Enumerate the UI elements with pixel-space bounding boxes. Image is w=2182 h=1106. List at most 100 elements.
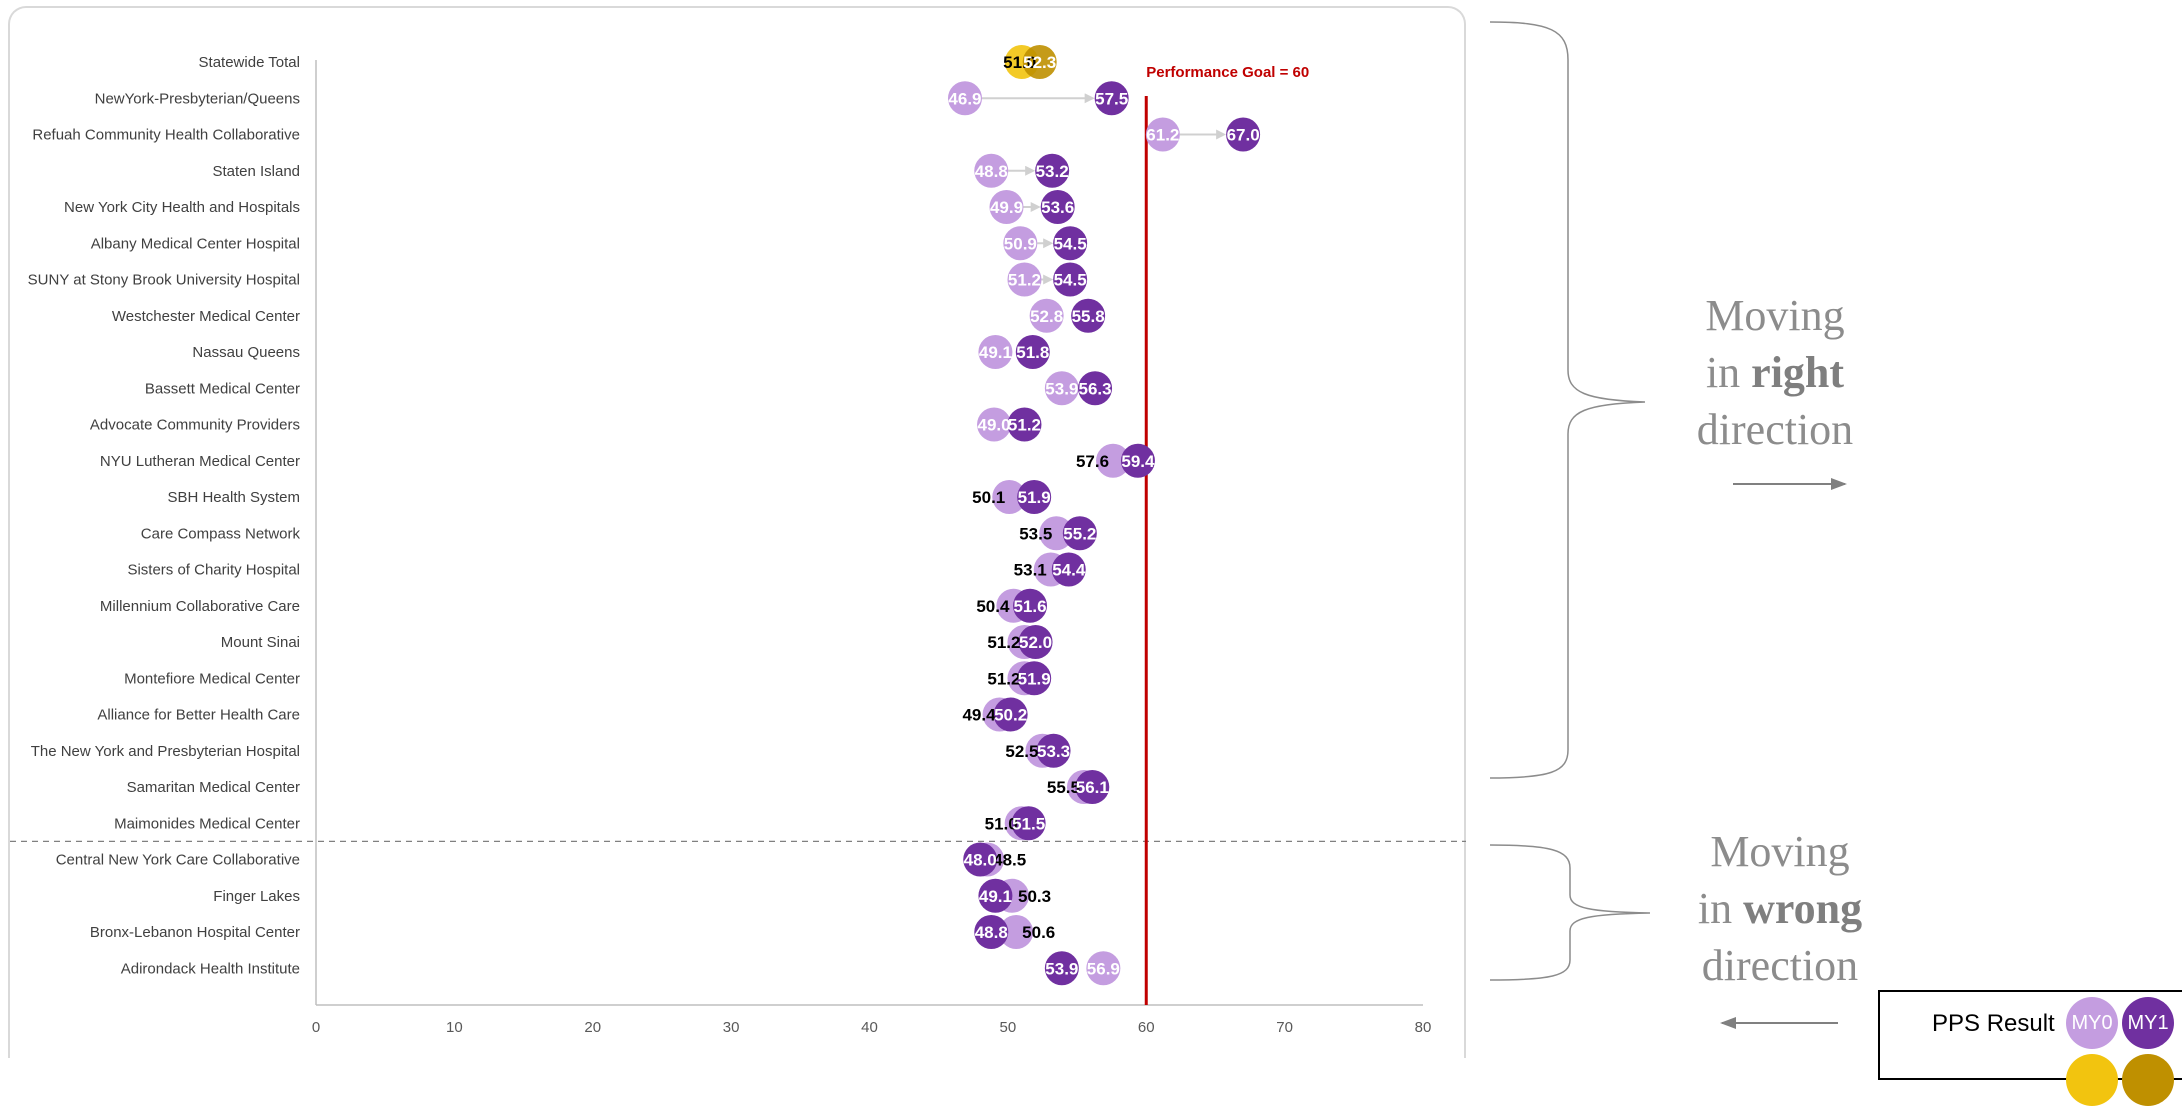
my0-value-label: 50.4 bbox=[976, 597, 1010, 616]
my0-value-label: 49.4 bbox=[962, 706, 996, 725]
my1-value-label: 54.5 bbox=[1054, 271, 1087, 290]
category-label: Bronx-Lebanon Hospital Center bbox=[90, 924, 300, 941]
my1-point bbox=[993, 697, 1028, 732]
category-label: Adirondack Health Institute bbox=[121, 960, 300, 977]
row-7: Westchester Medical Center 52.8 55.8 bbox=[112, 298, 1106, 333]
my0-value-label: 53.9 bbox=[1045, 379, 1078, 398]
my0-value-label: 51.0 bbox=[1003, 53, 1036, 72]
my1-point bbox=[1013, 588, 1048, 623]
right-direction-annotation: Moving in right direction bbox=[1489, 21, 1853, 779]
my1-value-label: 53.6 bbox=[1041, 198, 1074, 217]
my0-value-label: 55.5 bbox=[1047, 778, 1080, 797]
my0-point bbox=[1039, 516, 1074, 551]
my1-value-label: 53.3 bbox=[1037, 742, 1070, 761]
my1-point bbox=[1053, 262, 1088, 297]
my1-value-label: 49.1 bbox=[979, 887, 1012, 906]
chart-panel bbox=[8, 6, 1466, 1058]
my0-point bbox=[947, 81, 982, 116]
my1-point bbox=[1007, 407, 1042, 442]
right-brace bbox=[1489, 21, 1646, 779]
category-label: Nassau Queens bbox=[192, 344, 300, 361]
my1-point bbox=[1022, 45, 1057, 79]
category-label: New York City Health and Hospitals bbox=[64, 199, 300, 216]
my0-value-label: 51.2 bbox=[1008, 271, 1041, 290]
row-5: Albany Medical Center Hospital 50.9 54.5 bbox=[91, 226, 1088, 261]
category-label: Millennium Collaborative Care bbox=[100, 598, 300, 615]
x-tick-label: 10 bbox=[446, 1019, 463, 1036]
my0-point bbox=[1003, 226, 1038, 261]
my1-value-label: 48.0 bbox=[964, 851, 997, 870]
my1-point bbox=[1017, 661, 1052, 696]
x-tick-label: 60 bbox=[1138, 1019, 1155, 1036]
wrong-direction-annotation: Moving in wrong direction bbox=[1489, 827, 1862, 1029]
my0-point bbox=[978, 335, 1013, 369]
my0-value-label: 49.1 bbox=[979, 343, 1012, 362]
goal-label: Performance Goal = 60 bbox=[1146, 64, 1309, 81]
my0-point bbox=[989, 190, 1024, 224]
my1-point bbox=[1051, 552, 1086, 587]
my0-value-label: 49.9 bbox=[990, 198, 1023, 217]
my0-value-label: 51.2 bbox=[987, 669, 1020, 688]
x-tick-label: 30 bbox=[723, 1019, 740, 1036]
wrong-line3: direction bbox=[1702, 941, 1858, 990]
category-label: Bassett Medical Center bbox=[145, 380, 300, 397]
category-label: NewYork-Presbyterian/Queens bbox=[95, 90, 300, 107]
my0-value-label: 56.9 bbox=[1087, 959, 1120, 978]
row-17: Montefiore Medical Center 51.251.9 bbox=[124, 661, 1052, 696]
my0-point bbox=[974, 153, 1009, 188]
my1-point bbox=[1011, 806, 1046, 841]
row-12: SBH Health System 50.1 51.9 bbox=[167, 480, 1052, 514]
my0-value-label: 50.6 bbox=[1022, 923, 1055, 942]
my1-value-label: 51.5 bbox=[1012, 814, 1045, 833]
row-4: New York City Health and Hospitals 49.9 53… bbox=[64, 190, 1075, 224]
my0-value-label: 51.0 bbox=[985, 814, 1018, 833]
category-label: Montefiore Medical Center bbox=[124, 670, 300, 687]
category-label: The New York and Presbyterian Hospital bbox=[31, 743, 300, 760]
x-tick-label: 20 bbox=[584, 1019, 601, 1036]
row-8: Nassau Queens 49.1 51.8 bbox=[192, 335, 1050, 369]
x-tick-label: 40 bbox=[861, 1019, 878, 1036]
my0-value-label: 53.5 bbox=[1019, 524, 1052, 543]
my1-value-label: 55.2 bbox=[1063, 524, 1096, 543]
my1-point bbox=[1062, 516, 1097, 551]
my0-point bbox=[977, 407, 1012, 442]
my0-point bbox=[999, 915, 1034, 949]
right-line2-bold: right bbox=[1751, 348, 1844, 397]
my0-point bbox=[1086, 951, 1121, 986]
my0-point bbox=[1096, 443, 1131, 478]
right-line1: Moving bbox=[1705, 291, 1844, 340]
my1-point bbox=[1015, 335, 1050, 369]
row-14: Sisters of Charity Hospital 53.1 54.4 bbox=[127, 552, 1086, 587]
right-line3: direction bbox=[1697, 405, 1853, 454]
row-23: Finger Lakes 50.3 49.1 bbox=[213, 878, 1051, 913]
my0-value-label: 46.9 bbox=[948, 89, 981, 108]
category-label: Sisters of Charity Hospital bbox=[127, 562, 300, 579]
my1-value-label: 54.4 bbox=[1052, 561, 1086, 580]
my1-value-label: 51.2 bbox=[1008, 416, 1041, 435]
my0-value-label: 52.5 bbox=[1005, 742, 1038, 761]
my1-point bbox=[1017, 480, 1052, 514]
row-25: Adirondack Health Institute 56.9 53.9 bbox=[121, 951, 1121, 986]
category-label: Staten Island bbox=[212, 163, 300, 180]
my1-point bbox=[1035, 153, 1070, 188]
rows-layer: Statewide Total 51.052.3NewYork-Presbyter… bbox=[28, 45, 1261, 986]
my1-value-label: 53.2 bbox=[1036, 162, 1069, 181]
row-20: Samaritan Medical Center 55.556.1 bbox=[127, 770, 1110, 804]
legend: PPS Result MY0 MY1 bbox=[1878, 990, 2182, 1106]
my1-point bbox=[978, 878, 1013, 913]
wrong-line2-bold: wrong bbox=[1743, 884, 1862, 933]
row-3: Staten Island 48.8 53.2 bbox=[212, 153, 1070, 188]
row-15: Millennium Collaborative Care 50.4 51.6 bbox=[100, 588, 1048, 623]
x-tick-label: 0 bbox=[312, 1019, 320, 1036]
my1-point bbox=[1040, 190, 1075, 224]
my1-value-label: 53.9 bbox=[1045, 959, 1078, 978]
legend-my1-bubble: MY1 bbox=[2122, 997, 2174, 1049]
my0-value-label: 57.6 bbox=[1076, 452, 1109, 471]
my1-point bbox=[1036, 733, 1071, 768]
row-21: Maimonides Medical Center 51.051.5 bbox=[114, 806, 1046, 841]
row-11: NYU Lutheran Medical Center 57.6 59.4 bbox=[100, 443, 1155, 478]
my0-value-label: 49.0 bbox=[977, 416, 1010, 435]
my1-point bbox=[1018, 625, 1053, 659]
my1-value-label: 51.8 bbox=[1016, 343, 1049, 362]
my1-value-label: 54.5 bbox=[1054, 234, 1087, 253]
